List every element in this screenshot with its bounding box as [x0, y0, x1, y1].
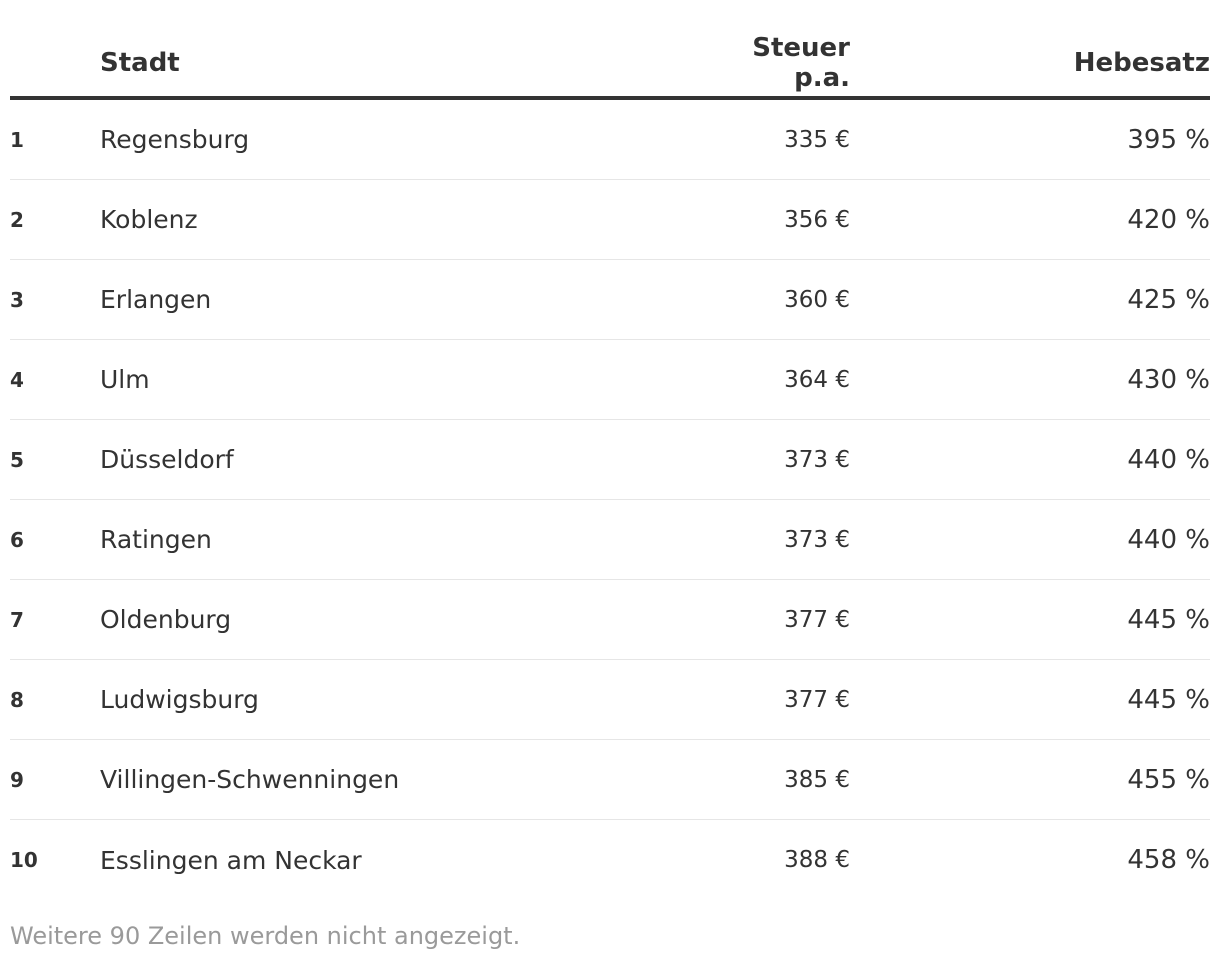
table-row: 2 Koblenz 356 € 420 %	[10, 180, 1210, 260]
table-row: 8 Ludwigsburg 377 € 445 %	[10, 660, 1210, 740]
rate-cell: 430 %	[1127, 364, 1210, 395]
rank-cell: 5	[10, 447, 24, 472]
table-row: 6 Ratingen 373 € 440 %	[10, 500, 1210, 580]
footer-note: Weitere 90 Zeilen werden nicht angezeigt…	[10, 922, 521, 950]
rank-cell: 6	[10, 527, 24, 552]
city-cell: Ulm	[100, 365, 150, 394]
table-row: 3 Erlangen 360 € 425 %	[10, 260, 1210, 340]
table-body: 1 Regensburg 335 € 395 % 2 Koblenz 356 € 420 % 3…	[10, 100, 1210, 900]
rank-cell: 2	[10, 207, 24, 232]
city-cell: Düsseldorf	[100, 445, 234, 474]
city-cell: Ludwigsburg	[100, 685, 259, 714]
city-cell: Ratingen	[100, 525, 212, 554]
rank-cell: 8	[10, 687, 24, 712]
rank-cell: 3	[10, 287, 24, 312]
city-cell: Koblenz	[100, 205, 198, 234]
table-row: 4 Ulm 364 € 430 %	[10, 340, 1210, 420]
city-cell: Regensburg	[100, 125, 250, 154]
rate-cell: 445 %	[1127, 604, 1210, 635]
rate-cell: 420 %	[1127, 204, 1210, 235]
city-cell: Esslingen am Neckar	[100, 845, 362, 875]
city-cell: Erlangen	[100, 285, 212, 314]
data-table: Stadt Steuer p.a. Hebesatz 1 Regensburg 33…	[10, 30, 1210, 900]
rank-cell: 1	[10, 127, 24, 152]
tax-cell: 388 €	[784, 847, 850, 873]
tax-cell: 373 €	[784, 526, 850, 553]
rank-cell: 9	[10, 767, 24, 792]
rate-cell: 445 %	[1127, 684, 1210, 715]
rank-cell: 7	[10, 607, 24, 632]
rate-cell: 455 %	[1127, 764, 1210, 795]
rate-cell: 425 %	[1127, 284, 1210, 315]
table-row: 7 Oldenburg 377 € 445 %	[10, 580, 1210, 660]
rank-cell: 10	[10, 848, 38, 872]
tax-cell: 385 €	[784, 766, 850, 793]
rank-cell: 4	[10, 367, 24, 392]
rate-cell: 395 %	[1127, 124, 1210, 155]
city-cell: Oldenburg	[100, 605, 232, 634]
table-row: 5 Düsseldorf 373 € 440 %	[10, 420, 1210, 500]
table-row: 9 Villingen-Schwenningen 385 € 455 %	[10, 740, 1210, 820]
tax-cell: 356 €	[784, 206, 850, 233]
tax-cell: 364 €	[784, 366, 850, 393]
tax-cell: 335 €	[784, 126, 850, 153]
header-tax: Steuer p.a.	[752, 33, 850, 93]
header-rate: Hebesatz	[1073, 48, 1210, 78]
header-city: Stadt	[100, 48, 180, 78]
tax-cell: 360 €	[784, 286, 850, 313]
table-row: 10 Esslingen am Neckar 388 € 458 %	[10, 820, 1210, 900]
tax-cell: 377 €	[784, 686, 850, 713]
table-row: 1 Regensburg 335 € 395 %	[10, 100, 1210, 180]
city-cell: Villingen-Schwenningen	[100, 765, 400, 794]
table-header: Stadt Steuer p.a. Hebesatz	[10, 30, 1210, 100]
rate-cell: 440 %	[1127, 444, 1210, 475]
rate-cell: 458 %	[1127, 845, 1210, 875]
rate-cell: 440 %	[1127, 524, 1210, 555]
tax-cell: 373 €	[784, 446, 850, 473]
tax-cell: 377 €	[784, 606, 850, 633]
